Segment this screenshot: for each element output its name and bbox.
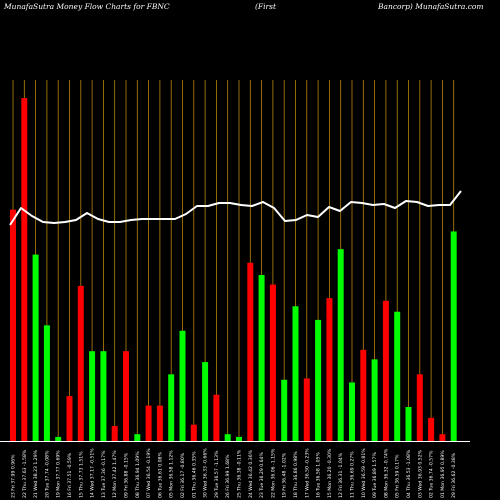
x-tick-label: 25 Thu 36.38 -0.11% — [237, 449, 243, 498]
bar — [89, 351, 96, 441]
x-tick-label: 12 Fri 36.31 -1.04% — [338, 452, 344, 498]
x-tick-label: 02 Fri 36.17 -0.80% — [180, 452, 186, 498]
bar — [269, 284, 276, 441]
x-tick-label: 24 Wed 36.42 0.36% — [248, 449, 254, 498]
bar — [145, 405, 152, 441]
bar — [66, 396, 73, 441]
bar — [428, 417, 435, 441]
x-tick-label: 09 Tue 36.89 1.57% — [372, 452, 378, 498]
x-tick-label: 11 Thu 36.69 0.27% — [350, 451, 356, 498]
bar — [134, 434, 141, 441]
x-tick-label: 09 Fri 36.88 -0.15% — [124, 452, 130, 498]
x-tick-label: 29 Fri 36.62 -0.38% — [451, 452, 457, 498]
bar — [382, 300, 389, 441]
bar — [394, 311, 401, 441]
header-middle-text: (First — [255, 2, 276, 11]
x-tick-label: 18 Thu 36.86 0.98% — [293, 451, 299, 498]
header-right-text: Bancorp) MunafaSutra.com — [378, 2, 484, 11]
bar — [32, 254, 39, 441]
x-tick-label: 04 Thu 36.53 -1.08% — [406, 449, 412, 498]
x-tick-label: 26 Fri 36.99 1.68% — [225, 454, 231, 498]
bar — [337, 249, 344, 441]
bar — [439, 434, 446, 441]
x-tick-label: 16 Fri 37.51 -0.59% — [67, 452, 73, 498]
bar — [202, 362, 209, 441]
x-tick-label: 21 Wed 38.23 1.29% — [33, 449, 39, 498]
bar — [405, 406, 412, 441]
bar — [292, 306, 299, 441]
x-tick-label: 13 Tue 37.36 -0.17% — [101, 450, 107, 498]
x-tick-label: 17 Wed 36.50 -0.23% — [304, 448, 310, 498]
bar — [77, 285, 84, 441]
x-tick-label: 12 Mon 37.42 1.47% — [112, 450, 118, 498]
x-tick-label: 02 Tue 36.74 -0.57% — [429, 450, 435, 498]
bar — [111, 426, 118, 441]
x-tick-label: 19 Mon 37.77 0.69% — [56, 450, 62, 498]
x-tick-label: 06 Tue 36.61 0.08% — [157, 452, 163, 498]
bar — [326, 298, 333, 441]
x-tick-label: 30 Wed 36.33 -0.66% — [203, 448, 209, 498]
bar — [349, 382, 355, 441]
bar — [156, 405, 163, 441]
bar — [236, 436, 242, 441]
x-tick-label: 29 Tue 36.57 -1.13% — [214, 450, 220, 498]
x-tick-label: 16 Tue 36.58 1.05% — [316, 452, 322, 498]
x-tick-label: 03 Wed 36.93 0.52% — [417, 449, 423, 498]
bar — [371, 359, 378, 441]
bar — [281, 379, 288, 441]
x-tick-label: 07 Wed 36.54 -0.19% — [146, 448, 152, 498]
x-tick-label: 23 Fri 37.99 0.96% — [11, 454, 17, 498]
bars — [10, 98, 457, 442]
bar — [179, 330, 186, 441]
bar — [123, 351, 129, 441]
bar — [416, 374, 423, 441]
x-tick-label: 10 Wed 36.59 -0.81% — [361, 448, 367, 498]
bar — [303, 378, 310, 441]
bar — [360, 349, 367, 441]
x-tick-label: 14 Wed 37.17 -0.51% — [90, 448, 96, 498]
bar — [258, 274, 265, 441]
x-tick-labels: 23 Fri 37.99 0.96% 22 Thu 37.63 -1.58% 21 … — [11, 448, 458, 498]
x-tick-label: 01 Thu 36.46 0.35% — [191, 451, 197, 498]
header-left-text: MunafaSutra Money Flow Charts for FBNC — [4, 2, 170, 11]
x-tick-label: 05 Fri 36.59 0.17% — [395, 454, 401, 498]
bar — [43, 325, 50, 441]
x-tick-label: 08 Mon 36.32 -0.74% — [383, 448, 389, 498]
x-tick-label: 15 Thu 37.73 1.51% — [78, 451, 84, 498]
bar — [247, 262, 254, 441]
bar — [55, 436, 62, 441]
bar — [213, 394, 220, 441]
x-tick-label: 08 Thu 36.94 1.09% — [135, 451, 141, 498]
x-tick-label: 19 Fri 36.48 -1.02% — [282, 452, 288, 498]
bar — [168, 374, 175, 441]
x-tick-label: 15 Mon 36.20 -0.30% — [327, 448, 333, 498]
x-tick-label: 23 Tue 36.29 0.64% — [259, 452, 265, 498]
x-tick-label: 20 Tue 37.74 -0.08% — [44, 450, 50, 498]
x-tick-label: 05 Mon 36.58 1.12% — [169, 450, 175, 498]
bar — [224, 434, 231, 441]
price-line-layer — [9, 190, 462, 226]
x-tick-label: 22 Mon 36.06 -1.15% — [270, 448, 276, 498]
bar — [100, 351, 107, 441]
bar — [450, 231, 457, 441]
bar — [190, 424, 197, 441]
bar — [10, 209, 16, 441]
bar — [21, 98, 28, 442]
price-line — [9, 190, 462, 226]
x-tick-label: 22 Thu 37.63 -1.58% — [22, 449, 28, 498]
x-tick-label: 01 Mon 36.95 0.89% — [440, 450, 446, 498]
bar — [315, 319, 322, 441]
